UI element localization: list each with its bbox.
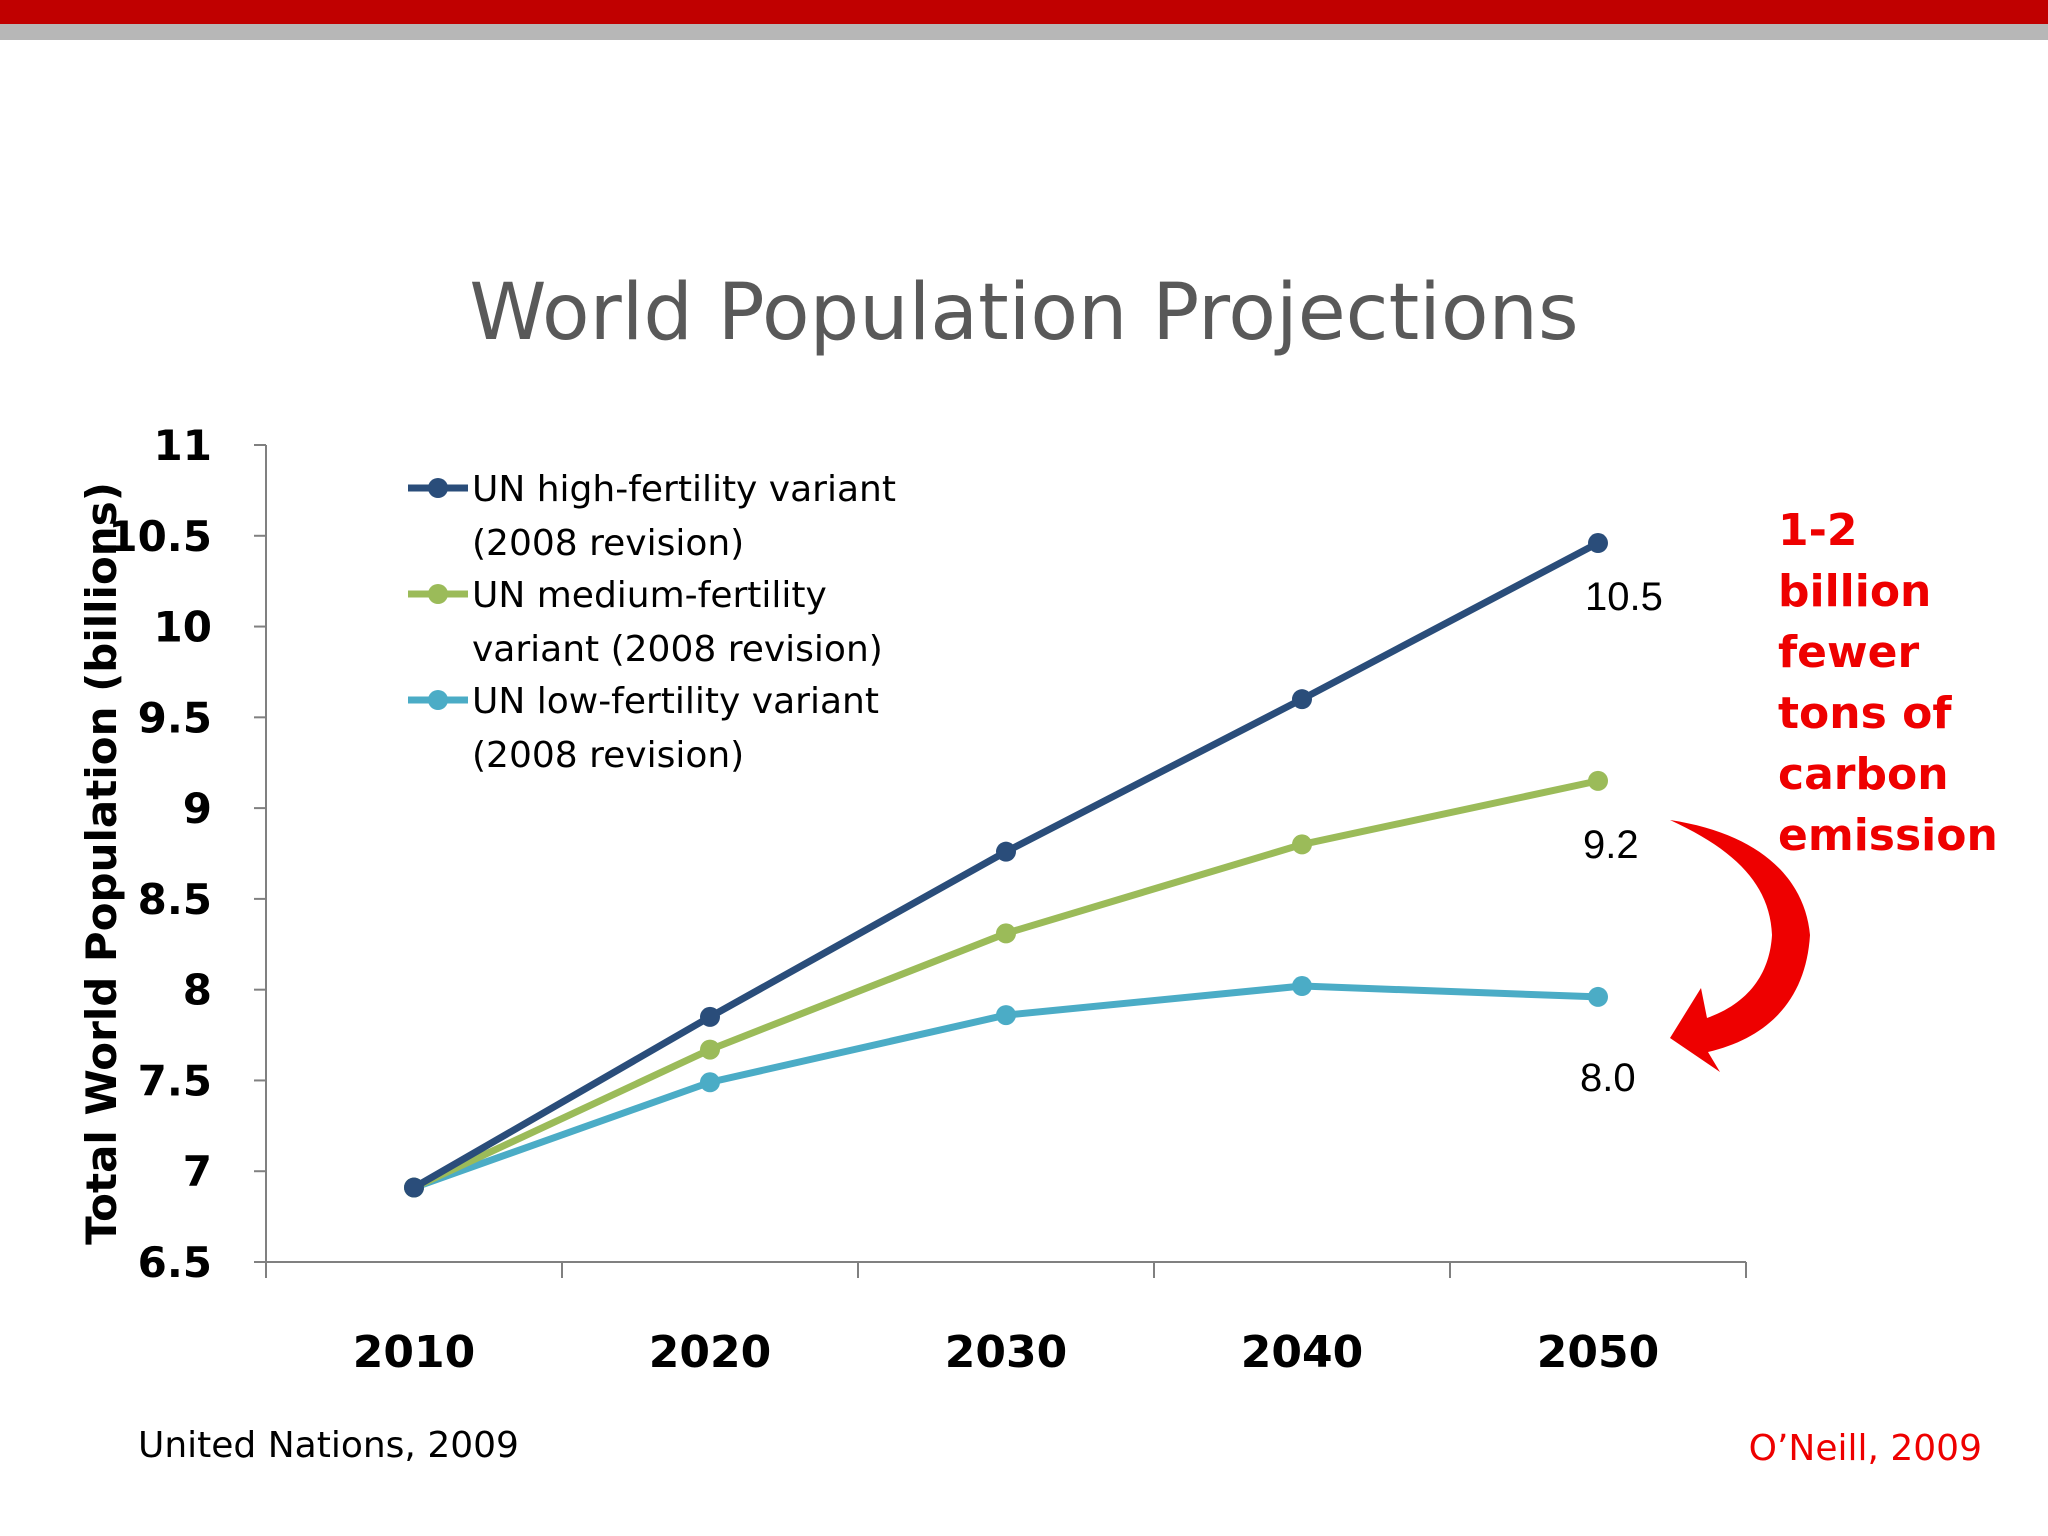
y-tick-label: 6.5 [138,1238,212,1287]
data-point [700,1072,720,1093]
top-gray-bar [0,24,2048,40]
y-tick-label: 7 [183,1147,212,1196]
annotation-line: 1-2 [1778,505,1858,556]
chart-series [404,533,1608,1198]
legend-entry: (2008 revision) [472,735,744,776]
series-end-label: 10.5 [1585,575,1663,619]
annotation-line: tons of [1778,688,1952,739]
y-tick-label: 8.5 [138,875,212,924]
data-point [996,923,1016,944]
legend-entry: (2008 revision) [472,523,744,564]
legend-entry: UN high-fertility variant [472,469,896,510]
x-tick-label: 2050 [1537,1327,1659,1378]
y-tick-label: 9.5 [138,693,212,742]
data-point [1588,533,1608,554]
x-tick-label: 2030 [945,1327,1067,1378]
chart-axes: 6.5 7 7.5 8 8.5 9 9.5 10 10.5 11 2010 2020 2030 2040 2… [77,421,1747,1378]
top-red-bar [0,0,2048,24]
data-point [1292,834,1312,855]
y-tick-label: 11 [154,421,212,470]
x-tick-label: 2010 [353,1327,475,1378]
data-point [1292,976,1312,997]
curved-arrow-icon [1670,820,1810,1072]
chart-data-labels: 10.5 9.2 8.0 [1580,575,1663,1100]
legend-swatch-point [428,690,448,710]
y-tick-label: 8 [183,966,212,1015]
series-end-label: 9.2 [1583,823,1639,867]
data-point [404,1177,424,1198]
data-point [700,1039,720,1060]
legend-entry: variant (2008 revision) [472,629,883,670]
y-tick-label: 10.5 [108,512,212,561]
data-point [996,841,1016,862]
data-point [1588,770,1608,791]
x-tick-label: 2040 [1241,1327,1363,1378]
data-point [1588,986,1608,1007]
legend-entry: UN medium-fertility [472,575,827,616]
data-point [1292,689,1312,710]
y-tick-label: 9 [183,784,212,833]
slide-title: World Population Projections [469,268,1579,358]
data-point [996,1005,1016,1026]
y-tick-label: 7.5 [138,1056,212,1105]
source-oneill: O’Neill, 2009 [1748,1428,1982,1469]
annotation-line: carbon [1778,749,1949,800]
x-tick-label: 2020 [649,1327,771,1378]
y-tick-label: 10 [154,603,212,652]
legend-swatch-point [428,478,448,498]
data-point [700,1006,720,1027]
annotation-line: emission [1778,810,1998,861]
legend-swatch-point [428,584,448,604]
chart-legend: UN high-fertility variant (2008 revision)… [408,469,896,776]
annotation-line: fewer [1778,627,1920,678]
legend-entry: UN low-fertility variant [472,681,879,722]
annotation-line: billion [1778,566,1932,617]
source-united-nations: United Nations, 2009 [138,1425,519,1466]
emission-annotation: 1-2 billion fewer tons of carbon emissio… [1778,500,1998,866]
y-axis-label: Total World Population (billions) [77,482,126,1245]
series-end-label: 8.0 [1580,1056,1636,1100]
